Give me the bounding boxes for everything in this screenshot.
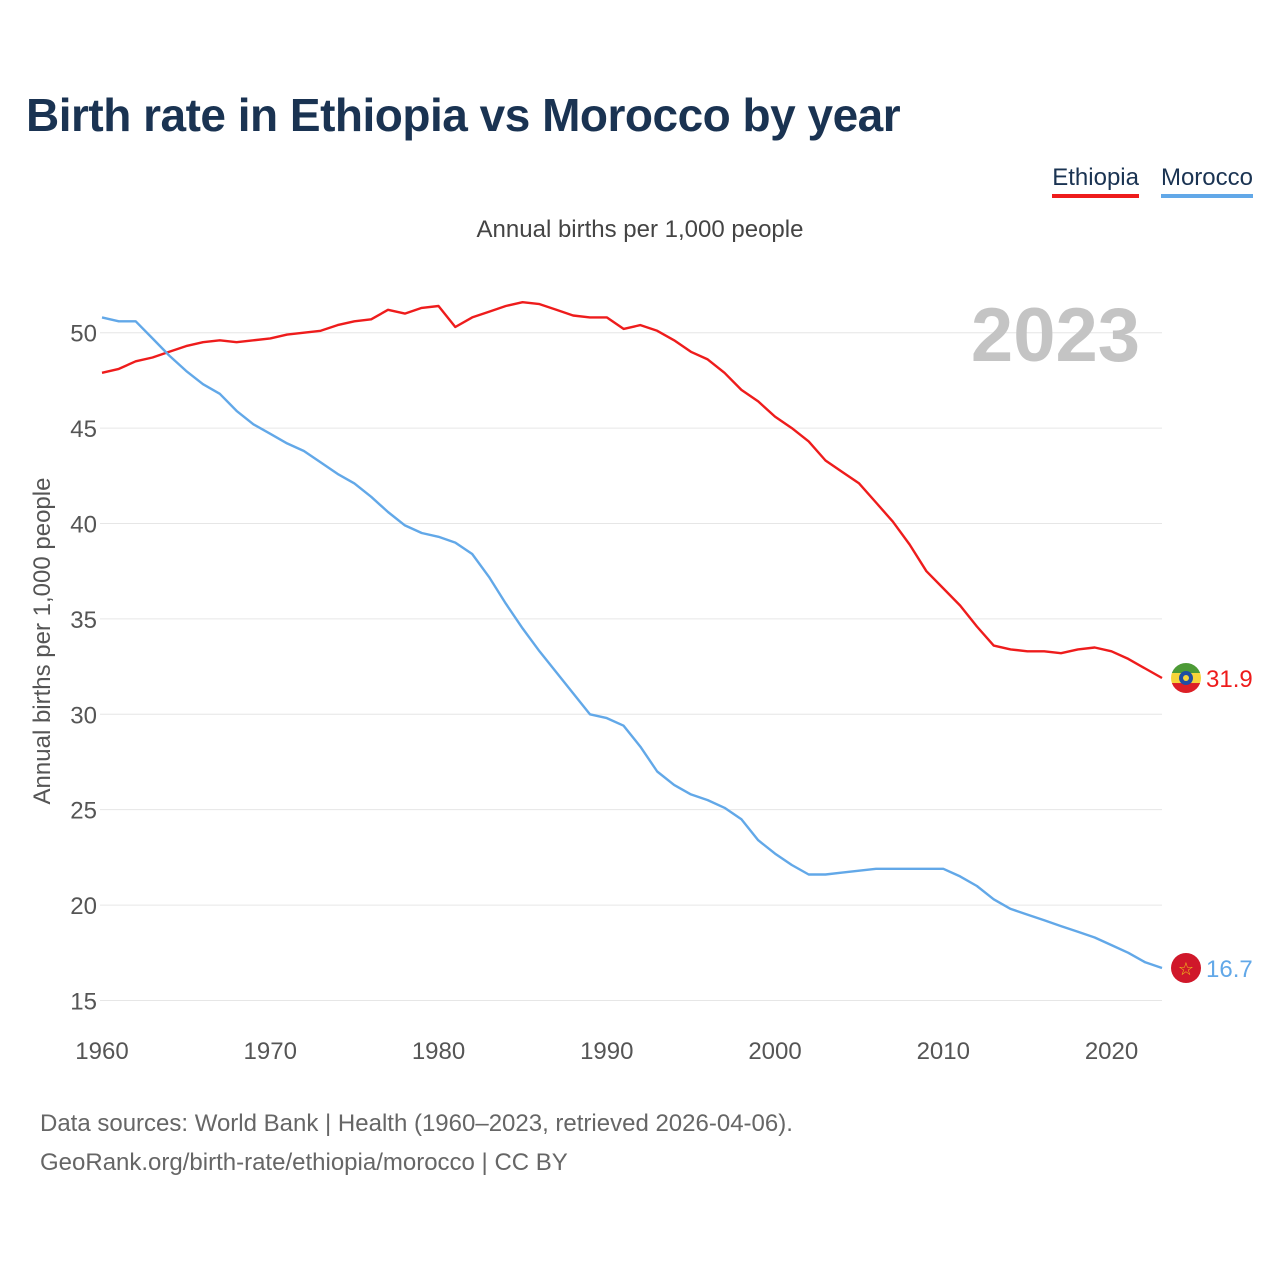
- flag-star: ☆: [1178, 959, 1194, 980]
- flag-stripe-green: [1171, 663, 1201, 674]
- series-line-ethiopia: [101, 301, 1163, 680]
- x-tick-label: 2000: [748, 1038, 801, 1065]
- footer-link[interactable]: GeoRank.org/birth-rate/ethiopia/morocco …: [40, 1149, 568, 1176]
- y-tick-label: 35: [70, 607, 97, 634]
- gridlines: [100, 332, 1162, 1001]
- end-markers: 31.9 ☆ 16.7: [1171, 663, 1253, 984]
- y-axis-ticks: 15 20 25 30 35 40 45 50: [70, 321, 97, 1016]
- legend-item-ethiopia[interactable]: Ethiopia: [1052, 164, 1139, 198]
- y-tick-label: 45: [70, 416, 97, 443]
- end-label-morocco: 16.7: [1206, 956, 1253, 983]
- y-axis-label: Annual births per 1,000 people: [29, 478, 56, 805]
- y-tick-label: 50: [70, 321, 97, 348]
- x-tick-label: 1960: [75, 1038, 128, 1065]
- y-tick-label: 30: [70, 702, 97, 729]
- flag-emblem-star: [1183, 675, 1189, 682]
- legend-item-morocco[interactable]: Morocco: [1160, 164, 1253, 198]
- x-tick-label: 1970: [244, 1038, 297, 1065]
- series-line-morocco: [101, 316, 1163, 970]
- footer-sources: Data sources: World Bank | Health (1960–…: [40, 1110, 793, 1137]
- y-tick-label: 40: [70, 511, 97, 538]
- x-tick-label: 1990: [580, 1038, 633, 1065]
- footer: Data sources: World Bank | Health (1960–…: [40, 1104, 793, 1182]
- y-tick-label: 20: [70, 893, 97, 920]
- x-tick-label: 2010: [917, 1038, 970, 1065]
- flag-field: [1171, 953, 1201, 984]
- series-lines: [101, 301, 1163, 970]
- chart-title: Birth rate in Ethiopia vs Morocco by yea…: [26, 89, 901, 141]
- legend: Ethiopia Morocco: [1052, 164, 1253, 198]
- end-label-ethiopia: 31.9: [1206, 666, 1253, 693]
- x-tick-label: 1980: [412, 1038, 465, 1065]
- y-tick-label: 25: [70, 798, 97, 825]
- x-tick-label: 2020: [1085, 1038, 1138, 1065]
- year-display: 2023: [971, 293, 1140, 378]
- ethiopia-flag-icon: [1171, 663, 1201, 694]
- x-axis-ticks: 1960 1970 1980 1990 2000 2010 2020: [75, 1038, 1138, 1065]
- y-tick-label: 15: [70, 988, 97, 1015]
- morocco-flag-icon: ☆: [1171, 953, 1201, 984]
- flag-stripe-red: [1171, 683, 1201, 694]
- chart-subtitle: Annual births per 1,000 people: [476, 216, 804, 243]
